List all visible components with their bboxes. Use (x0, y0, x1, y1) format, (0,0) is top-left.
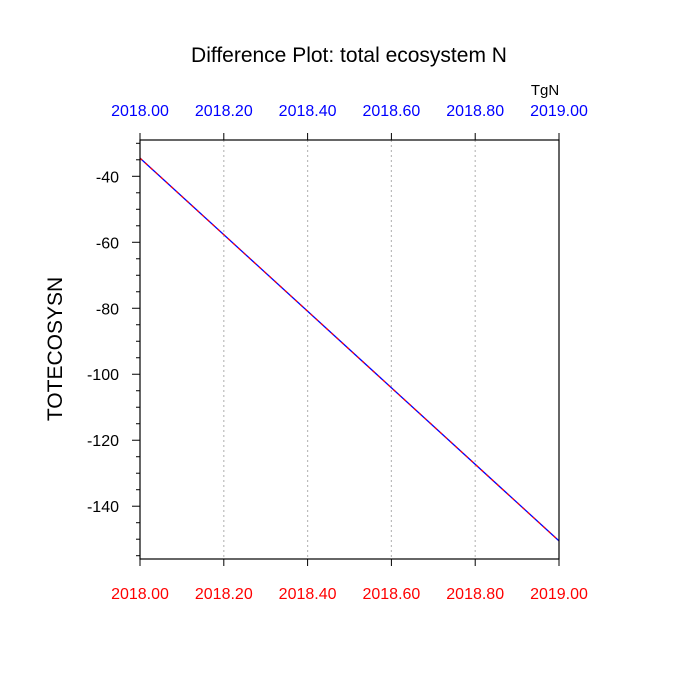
axis-tick-labels: 2018.00 2018.20 2018.40 2018.60 2018.80 2019.… (87, 103, 588, 603)
x-tick-label-top: 2018.60 (362, 103, 420, 120)
axis-ticks (132, 133, 560, 566)
x-tick-label-top: 2018.20 (195, 103, 253, 120)
y-tick-label: -120 (87, 433, 119, 450)
chart-title: Difference Plot: total ecosystem N (191, 44, 507, 67)
x-tick-label-bottom: 2018.60 (362, 586, 420, 603)
x-tick-label-bottom: 2018.80 (446, 586, 504, 603)
y-axis-label: TOTECOSYSN (44, 277, 67, 421)
y-tick-label: -60 (96, 235, 119, 252)
x-tick-label-top: 2018.00 (111, 103, 169, 120)
y-tick-label: -40 (96, 169, 119, 186)
y-tick-label: -100 (87, 367, 119, 384)
y-tick-label: -80 (96, 301, 119, 318)
x-tick-label-top: 2019.00 (530, 103, 588, 120)
x-tick-label-top: 2018.80 (446, 103, 504, 120)
x-tick-label-bottom: 2019.00 (530, 586, 588, 603)
data-series (139, 157, 560, 542)
x-tick-label-bottom: 2018.40 (279, 586, 337, 603)
y-tick-label: -140 (87, 499, 119, 516)
x-tick-label-top: 2018.40 (279, 103, 337, 120)
units-label: TgN (531, 82, 559, 99)
x-tick-label-bottom: 2018.20 (195, 586, 253, 603)
plot-frame (139, 139, 560, 560)
series-line-difference (139, 157, 560, 542)
x-tick-label-bottom: 2018.00 (111, 586, 169, 603)
